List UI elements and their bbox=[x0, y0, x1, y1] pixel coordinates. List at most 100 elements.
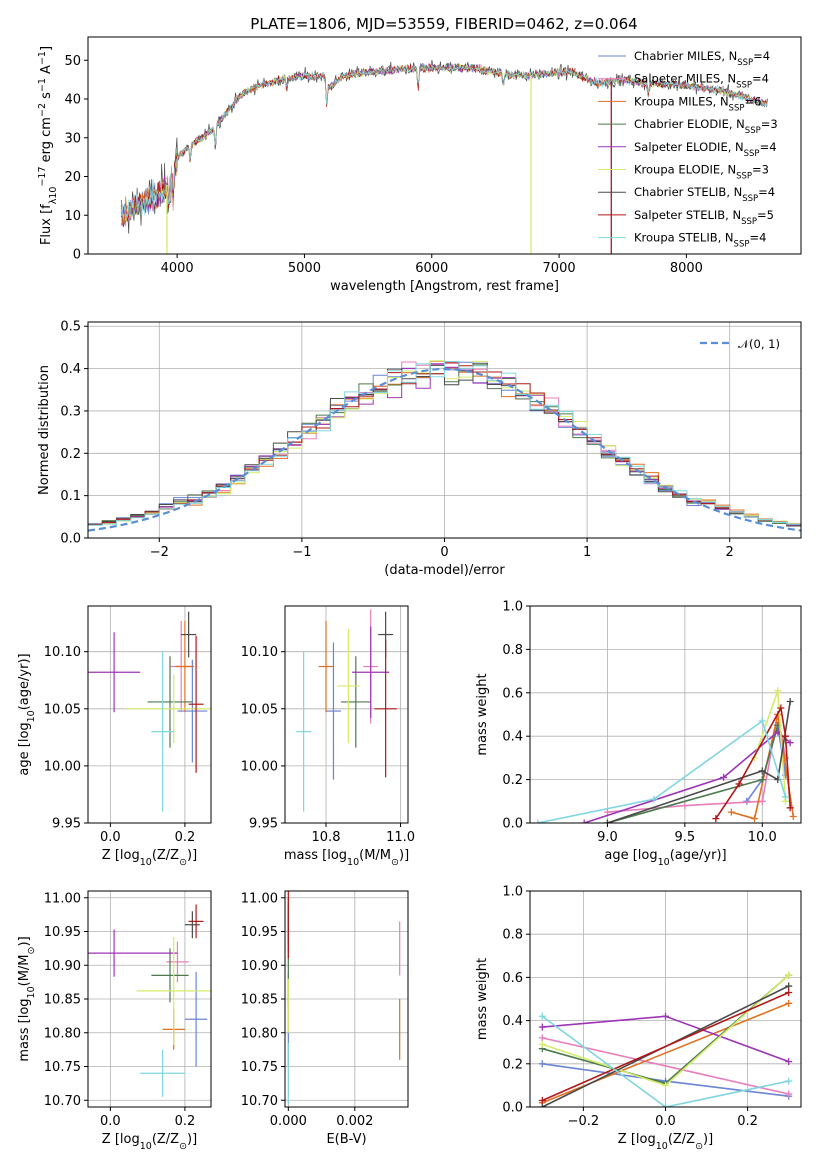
axis-label-part: ⊙ bbox=[179, 1141, 187, 1152]
axis-label-part: (age/yr)] bbox=[670, 848, 727, 863]
y-tick-label: 0.2 bbox=[60, 447, 81, 462]
plot-area bbox=[530, 891, 801, 1107]
y-tick-label: 10.85 bbox=[44, 993, 81, 1008]
y-tick-label: 11.00 bbox=[241, 891, 278, 906]
x-tick-label: −2 bbox=[150, 545, 169, 560]
panel-residuals: −2 −1 0 1 2 0.0 0.1 0.2 0.3 0.4 0.5 (data-model)/er… bbox=[37, 320, 802, 578]
axis-label: age [log10(age/yr)] bbox=[604, 848, 726, 868]
figure-title: PLATE=1806, MJD=53559, FIBERID=0462, z=0… bbox=[250, 15, 637, 33]
axis-label-part: )] bbox=[187, 1132, 197, 1147]
weight-marker bbox=[785, 971, 793, 979]
x-tick-label: 0.0 bbox=[100, 1114, 121, 1129]
axis-label-text: age [log bbox=[604, 848, 657, 863]
legend-name: Salpeter MILES, N bbox=[634, 72, 736, 86]
axis-label: Z [log10(Z/Z⊙)] bbox=[618, 1132, 713, 1152]
axis-label-text: Z [log bbox=[102, 848, 140, 863]
weight-marker bbox=[538, 1103, 546, 1107]
y-tick-label: 40 bbox=[64, 93, 81, 108]
y-tick-label: 50 bbox=[64, 54, 81, 69]
y-tick-label: 1.0 bbox=[502, 885, 523, 900]
axis-label-text: mass weight bbox=[475, 958, 490, 1040]
y-tick-label: 10.95 bbox=[241, 925, 278, 940]
weight-series-6 bbox=[607, 701, 791, 823]
weight-marker bbox=[681, 802, 689, 810]
panel-mass-vs-EBV: 0.000 0.002 10.70 10.75 10.80 10.85 10.90 10.95… bbox=[241, 890, 409, 1147]
y-tick-label: 0.4 bbox=[502, 1014, 523, 1029]
axis-label-part: (Z/Z bbox=[668, 1132, 695, 1147]
axis-label-text: mass [log bbox=[284, 848, 347, 863]
legend-name: Chabrier MILES, N bbox=[634, 49, 737, 63]
axes-frame bbox=[87, 321, 802, 539]
weight-marker bbox=[785, 982, 793, 990]
x-tick-label: 10.0 bbox=[748, 830, 777, 845]
weight-marker bbox=[782, 732, 790, 740]
x-tick-label: 9.5 bbox=[675, 830, 696, 845]
plot-area bbox=[120, 60, 768, 254]
axes-frame bbox=[284, 605, 409, 824]
axis-label-part: ] bbox=[39, 46, 54, 51]
legend-label: Kroupa MILES, NSSP=6 bbox=[634, 94, 761, 113]
weight-marker bbox=[785, 1090, 793, 1098]
axis-label-part: λ bbox=[48, 198, 59, 204]
legend-sub: SSP bbox=[744, 149, 760, 159]
legend-sub: SSP bbox=[737, 58, 753, 68]
weight-marker bbox=[712, 815, 720, 823]
weight-marker bbox=[758, 767, 766, 775]
legend-nssp: =3 bbox=[752, 163, 769, 177]
plot-area bbox=[530, 606, 801, 823]
legend-nssp: =4 bbox=[749, 231, 766, 245]
axis-label-part: 10 bbox=[140, 857, 152, 868]
weight-marker bbox=[782, 793, 790, 801]
axis-label-part: (Z/Z bbox=[152, 848, 179, 863]
y-tick-label: 0.6 bbox=[502, 686, 523, 701]
y-tick-label: 1.0 bbox=[502, 600, 523, 615]
weight-marker bbox=[727, 808, 735, 816]
axis-label: Z [log10(Z/Z⊙)] bbox=[102, 1132, 197, 1152]
x-tick-label: 4000 bbox=[161, 261, 194, 276]
y-tick-label: 10 bbox=[64, 209, 81, 224]
axis-label-part: ⊙ bbox=[695, 1141, 703, 1152]
axis-label-part: −1 bbox=[37, 51, 48, 65]
axis-label-part: (M/M bbox=[359, 848, 391, 863]
axis-label-part: erg cm bbox=[39, 117, 54, 166]
y-tick-label: 0.3 bbox=[60, 404, 81, 419]
weight-marker bbox=[758, 776, 766, 784]
axis-label-part: 10 bbox=[656, 1141, 668, 1152]
weight-marker bbox=[785, 999, 793, 1007]
y-tick-label: 0.1 bbox=[60, 489, 81, 504]
weight-marker bbox=[758, 797, 766, 805]
y-tick-label: 10.80 bbox=[241, 1026, 278, 1041]
axis-label-text: Flux [f bbox=[39, 204, 54, 245]
axis-label: mass weight bbox=[475, 673, 490, 755]
y-tick-label: 0.0 bbox=[502, 817, 523, 832]
axis-label-part: )] bbox=[187, 848, 197, 863]
x-tick-label: 7000 bbox=[543, 261, 576, 276]
weight-marker bbox=[786, 804, 794, 812]
axes-frame bbox=[284, 890, 409, 1108]
weight-marker bbox=[538, 1012, 546, 1020]
spectrum-line-7 bbox=[120, 64, 768, 228]
axis-label-part: )] bbox=[17, 936, 32, 946]
legend-nssp: =4 bbox=[753, 49, 770, 63]
legend-name: Kroupa ELODIE, N bbox=[634, 163, 736, 177]
axis-label-part: −2 bbox=[37, 103, 48, 117]
panel-weight-vs-age: 9.0 9.5 10.0 0.0 0.2 0.4 0.6 0.8 1.0 age [log10(a… bbox=[475, 600, 802, 868]
legend-sub: SSP bbox=[742, 194, 758, 204]
legend-label: Kroupa STELIB, NSSP=4 bbox=[634, 231, 766, 250]
y-tick-label: 10.75 bbox=[241, 1060, 278, 1075]
y-tick-label: 9.95 bbox=[52, 817, 81, 832]
axis-label-text: mass weight bbox=[475, 673, 490, 755]
x-tick-label: −0.2 bbox=[568, 1114, 600, 1129]
y-tick-label: 10.00 bbox=[241, 759, 278, 774]
x-tick-label: 6000 bbox=[415, 261, 448, 276]
x-tick-label: 0.0 bbox=[655, 1114, 676, 1129]
y-tick-label: 0.0 bbox=[60, 532, 81, 547]
axis-label-part: 10 bbox=[140, 1141, 152, 1152]
normal-curve bbox=[88, 367, 801, 532]
weight-marker bbox=[774, 687, 782, 695]
weight-marker bbox=[786, 697, 794, 705]
plot-area bbox=[88, 891, 211, 1107]
axis-label-text: Z [log bbox=[618, 1132, 656, 1147]
y-tick-label: 0.0 bbox=[502, 1101, 523, 1116]
